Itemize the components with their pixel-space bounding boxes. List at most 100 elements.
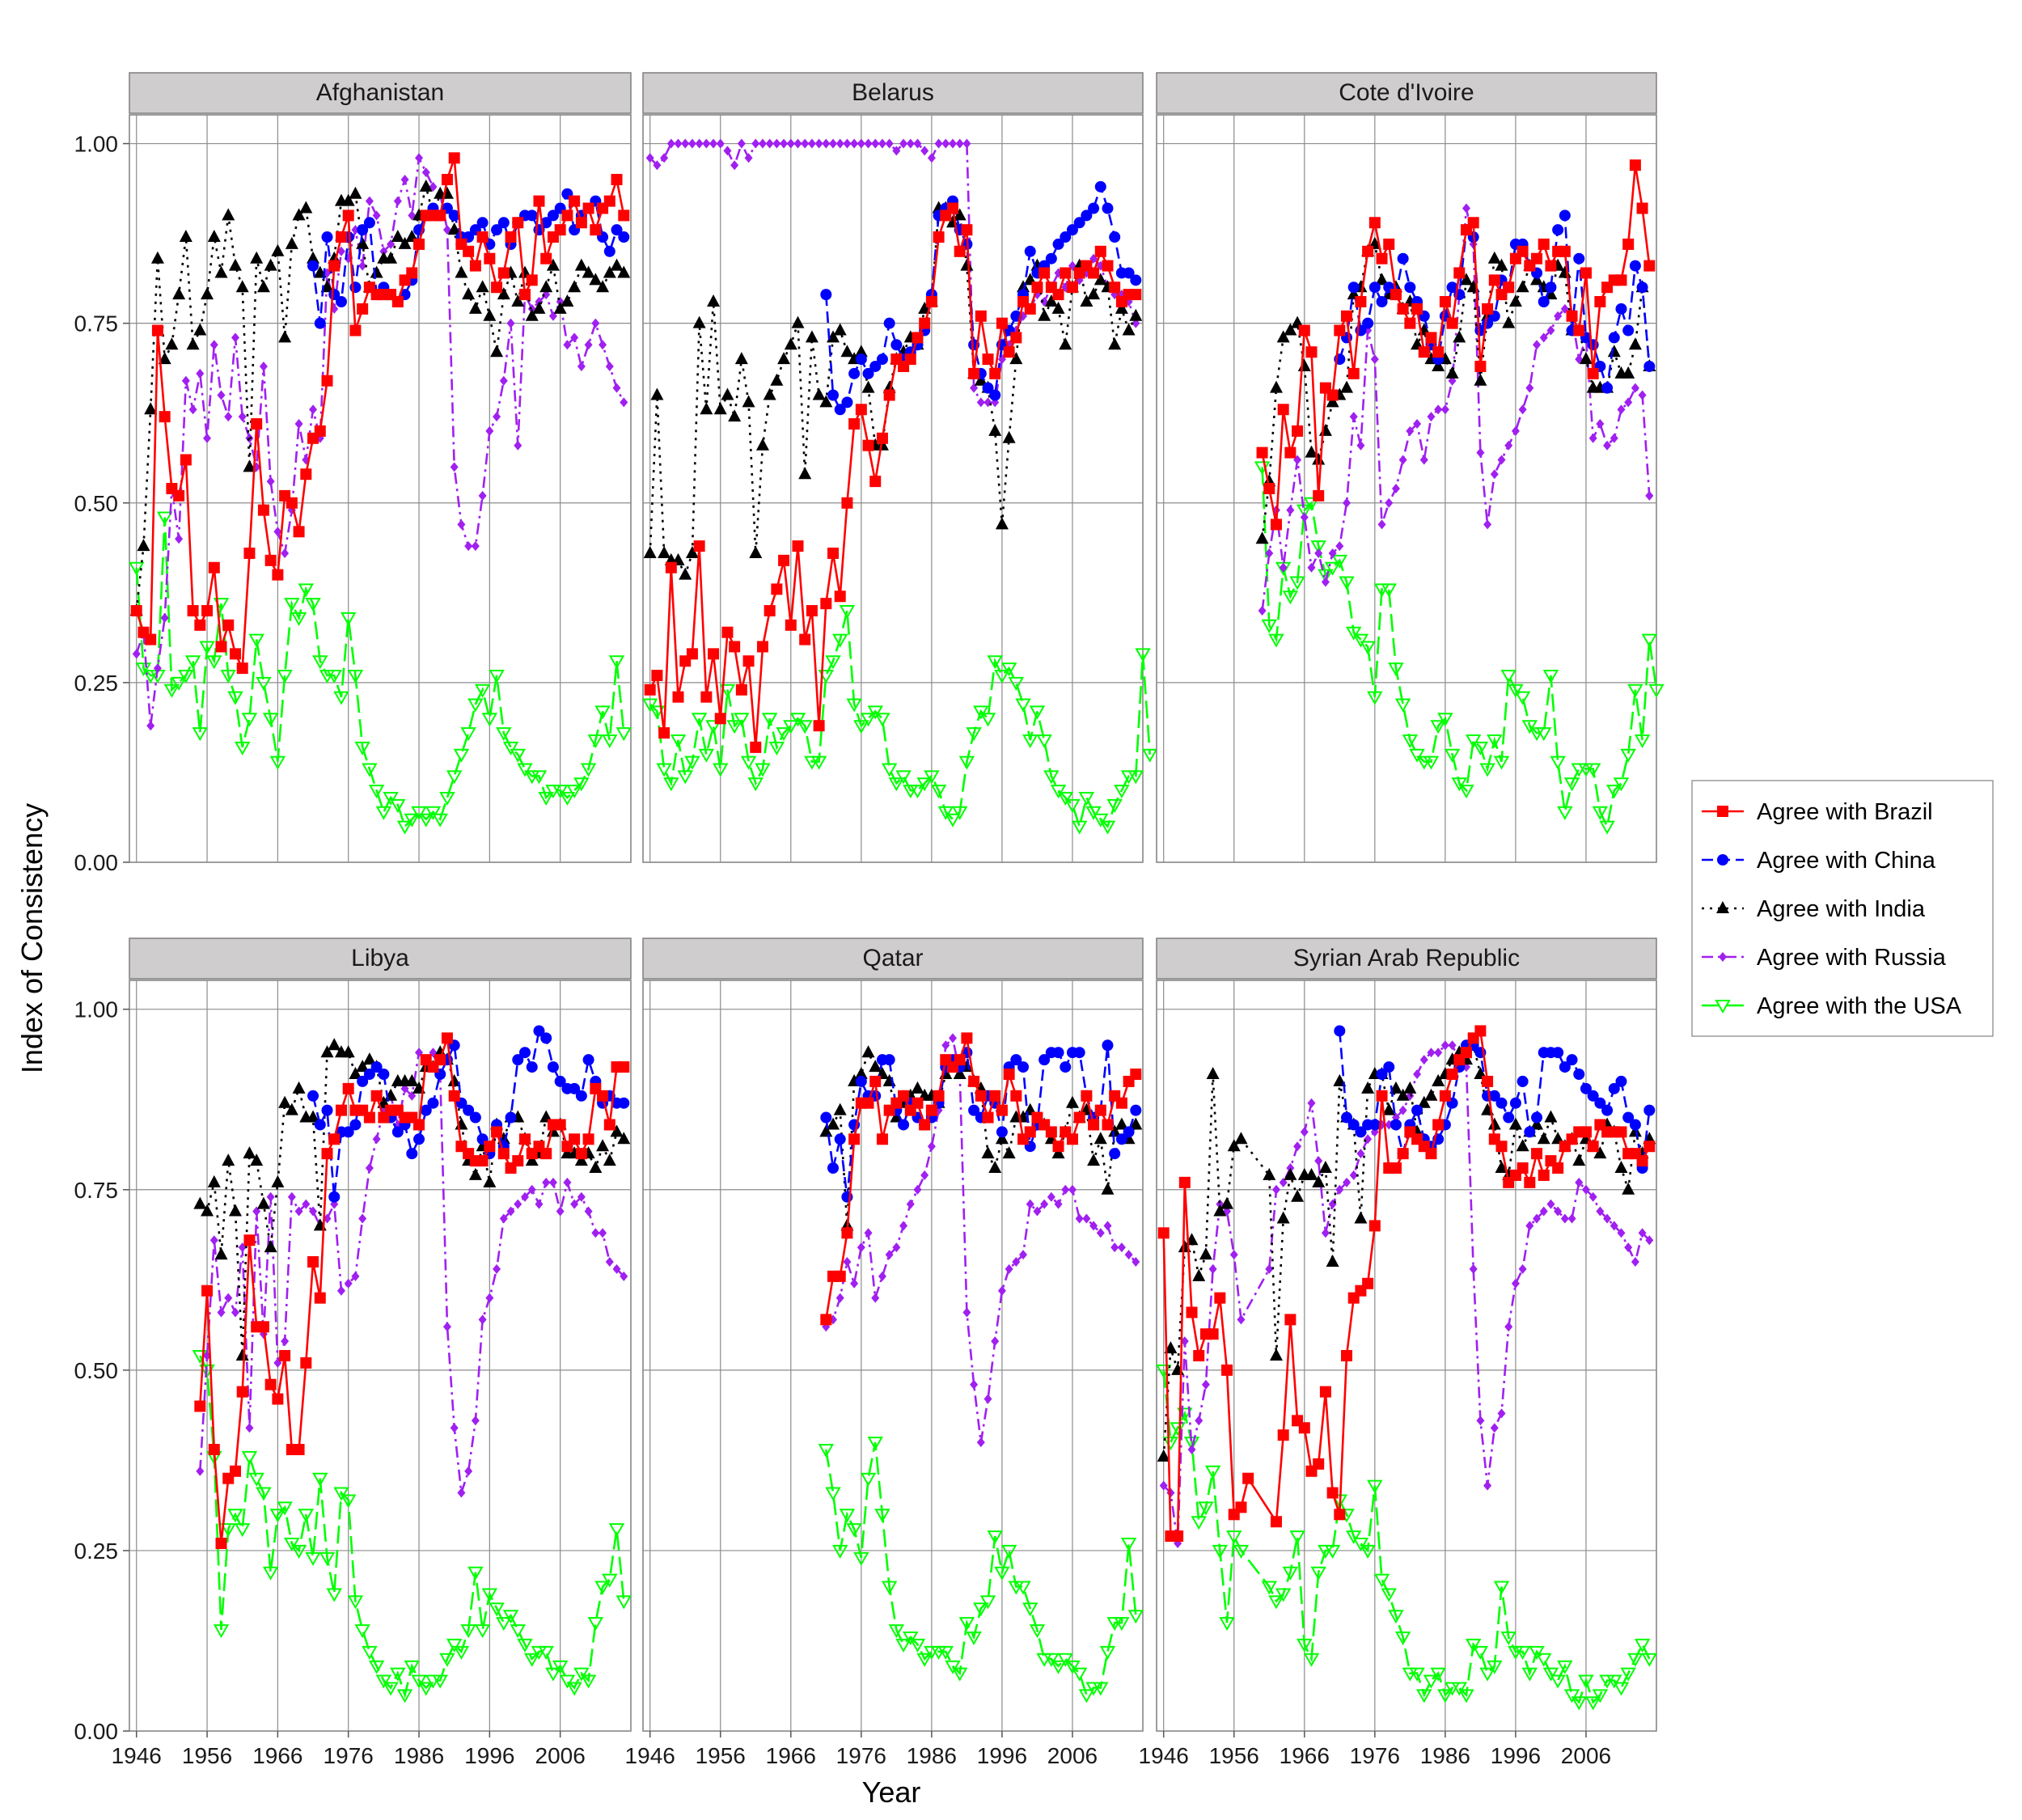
point-india — [1234, 1132, 1248, 1145]
point-russia — [358, 260, 367, 271]
point-usa — [573, 1667, 590, 1682]
series-russia — [822, 1033, 1140, 1448]
point-usa — [446, 770, 463, 785]
series-india — [129, 179, 631, 616]
x-tick-label: 1986 — [1420, 1743, 1470, 1768]
point-china — [547, 210, 559, 222]
point-russia — [1054, 1199, 1063, 1209]
point-russia — [1124, 1250, 1133, 1260]
point-china — [1130, 1104, 1142, 1116]
point-usa — [580, 1674, 597, 1689]
point-china — [342, 1126, 354, 1138]
point-usa — [1514, 691, 1531, 705]
point-russia — [723, 146, 732, 156]
point-russia — [850, 138, 859, 149]
point-usa — [951, 806, 968, 820]
point-brazil — [1052, 289, 1064, 301]
point-russia — [892, 146, 901, 156]
point-usa — [649, 705, 666, 720]
point-brazil — [813, 720, 825, 732]
point-russia — [1406, 425, 1415, 436]
point-brazil — [714, 713, 726, 725]
point-usa — [846, 1523, 862, 1538]
point-russia — [442, 1322, 451, 1332]
point-brazil — [1390, 289, 1402, 301]
point-usa — [1043, 770, 1060, 785]
point-brazil — [497, 267, 510, 279]
point-usa — [1127, 770, 1144, 785]
point-russia — [1525, 383, 1534, 393]
point-russia — [1026, 1199, 1034, 1209]
point-brazil — [257, 1321, 269, 1333]
point-china — [1594, 1097, 1606, 1109]
point-usa — [874, 713, 890, 727]
point-usa — [1606, 785, 1622, 799]
point-india — [560, 294, 574, 307]
point-usa — [768, 741, 785, 756]
point-usa — [1261, 1581, 1277, 1595]
point-russia — [1335, 1184, 1344, 1195]
point-usa — [825, 655, 841, 670]
point-brazil — [876, 432, 888, 444]
point-russia — [1265, 548, 1274, 558]
point-usa — [1409, 748, 1425, 763]
point-usa — [587, 734, 604, 748]
point-russia — [1596, 419, 1605, 430]
point-russia — [217, 1307, 226, 1318]
point-brazil — [1432, 1119, 1445, 1131]
point-usa — [481, 1588, 498, 1602]
point-russia — [302, 1199, 311, 1209]
point-brazil — [1341, 310, 1353, 322]
point-russia — [1271, 1184, 1280, 1195]
point-russia — [591, 318, 600, 328]
point-usa — [1022, 1602, 1038, 1617]
point-brazil — [1418, 346, 1430, 358]
point-brazil — [750, 741, 762, 753]
point-brazil — [1115, 1097, 1127, 1109]
point-usa — [1592, 806, 1609, 820]
legend-item-china: Agree with China — [1702, 848, 1936, 874]
point-usa — [608, 1523, 625, 1538]
point-china — [876, 353, 888, 366]
point-russia — [1631, 1257, 1639, 1267]
point-brazil — [342, 210, 354, 222]
point-china — [1503, 1111, 1515, 1124]
point-brazil — [618, 210, 630, 222]
point-china — [1545, 281, 1557, 294]
point-india — [1220, 1196, 1234, 1209]
point-usa — [1606, 1674, 1622, 1689]
point-usa — [1557, 1660, 1573, 1674]
point-usa — [979, 1595, 996, 1610]
point-brazil — [1088, 1119, 1100, 1131]
point-usa — [670, 734, 687, 748]
legend-marker-usa — [1715, 1000, 1731, 1014]
point-usa — [1409, 1667, 1425, 1682]
point-brazil — [130, 605, 142, 617]
point-india — [476, 280, 489, 293]
point-brazil — [208, 1444, 220, 1455]
point-usa — [171, 676, 187, 691]
x-tick-label: 1976 — [324, 1743, 374, 1768]
point-india — [1579, 352, 1593, 365]
point-china — [1552, 1047, 1564, 1059]
legend-marker-india — [1716, 901, 1729, 913]
x-tick-label: 1996 — [1491, 1743, 1541, 1768]
point-usa — [853, 1551, 869, 1566]
point-usa — [677, 770, 693, 785]
point-usa — [1324, 1544, 1341, 1559]
point-brazil — [1066, 1133, 1078, 1145]
point-usa — [1394, 698, 1411, 713]
y-tick-label: 0.00 — [74, 850, 119, 875]
point-russia — [1638, 1228, 1647, 1238]
point-china — [1024, 245, 1036, 257]
point-russia — [1208, 1263, 1217, 1274]
panel-title: Cote d'Ivoire — [1339, 79, 1474, 106]
point-usa — [1226, 1530, 1242, 1545]
point-usa — [460, 727, 476, 742]
point-china — [357, 1075, 369, 1087]
point-usa — [881, 1581, 898, 1595]
point-usa — [241, 1450, 258, 1465]
point-brazil — [820, 1314, 832, 1326]
point-india — [1544, 287, 1558, 300]
point-china — [1073, 1047, 1085, 1059]
